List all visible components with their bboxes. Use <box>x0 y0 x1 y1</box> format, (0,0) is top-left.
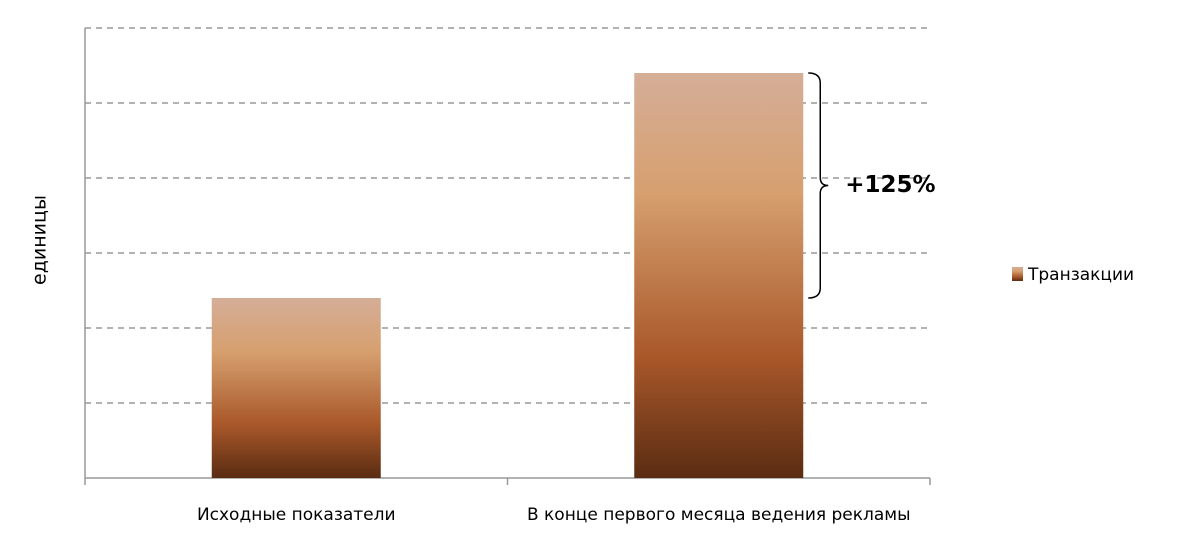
x-tick-label: Исходные показатели <box>197 505 396 525</box>
legend-swatch <box>1012 267 1023 281</box>
brace <box>808 72 829 299</box>
legend-label: Транзакции <box>1027 265 1134 285</box>
bar <box>211 298 381 478</box>
annotation: +125% <box>845 172 935 198</box>
x-tick-label: В конце первого месяца ведения рекламы <box>527 505 911 525</box>
bar <box>634 73 804 478</box>
y-axis-label: единицы <box>29 195 51 285</box>
